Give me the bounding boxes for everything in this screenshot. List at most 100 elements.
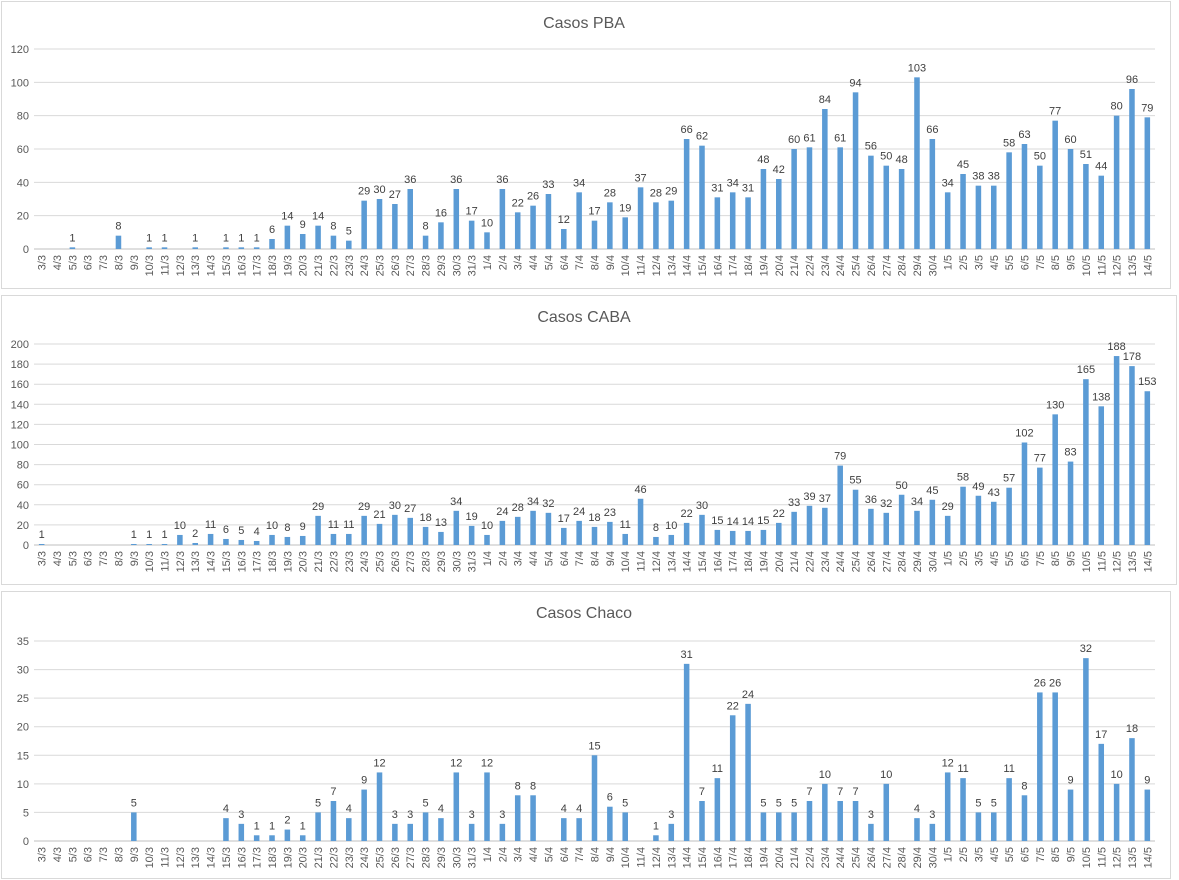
bar-6-4 (561, 818, 567, 841)
x-tick-label: 30/4 (927, 847, 939, 868)
bar-30-4 (929, 139, 936, 249)
bar-5-4 (545, 512, 552, 545)
bar-19-3 (284, 225, 291, 249)
x-tick-label: 7/3 (98, 551, 110, 566)
bar-12-4 (653, 536, 659, 545)
x-tick-label: 12/4 (651, 255, 663, 276)
x-tick-label: 2/4 (497, 255, 509, 270)
x-tick-label: 16/3 (236, 255, 248, 276)
x-tick-label: 29/4 (912, 847, 924, 868)
data-label: 36 (404, 174, 416, 186)
bar-21-4 (791, 812, 797, 841)
y-tick-label: 25 (17, 693, 29, 705)
x-tick-label: 16/4 (712, 847, 724, 868)
x-tick-label: 21/3 (313, 847, 325, 868)
x-tick-label: 11/5 (1096, 255, 1108, 276)
bar-20-3 (299, 535, 306, 545)
x-tick-label: 5/4 (543, 847, 555, 862)
bar-1-5 (944, 772, 951, 841)
data-label: 23 (604, 507, 616, 519)
bar-10-5 (1083, 379, 1089, 545)
x-tick-label: 14/4 (682, 255, 694, 276)
data-label: 30 (373, 184, 385, 196)
x-tick-label: 8/3 (113, 551, 125, 566)
x-tick-label: 14/4 (682, 551, 694, 572)
data-label: 1 (254, 820, 260, 832)
x-tick-label: 24/4 (835, 551, 847, 572)
x-tick-label: 29/3 (436, 847, 448, 868)
data-label: 77 (1034, 453, 1046, 465)
bar-25-4 (852, 801, 859, 841)
data-label: 31 (681, 649, 693, 661)
data-label: 11 (712, 763, 723, 775)
y-tick-label: 10 (17, 779, 29, 791)
bar-30-3 (453, 772, 460, 841)
data-label: 24 (742, 689, 754, 701)
chart-title: Casos PBA (543, 15, 625, 32)
bar-5-5 (1006, 487, 1012, 545)
data-label: 9 (300, 219, 306, 231)
x-tick-label: 27/3 (405, 847, 417, 868)
x-tick-label: 15/3 (221, 847, 233, 868)
data-label: 62 (696, 131, 708, 143)
data-label: 8 (284, 522, 290, 534)
data-label: 26 (527, 191, 539, 203)
bar-2-5 (960, 174, 966, 249)
data-label: 7 (852, 786, 858, 798)
x-tick-label: 23/3 (344, 255, 356, 276)
data-label: 5 (131, 797, 137, 809)
bar-6-5 (1021, 795, 1028, 841)
bar-11-5 (1098, 175, 1105, 249)
data-label: 50 (880, 151, 892, 163)
data-label: 58 (1003, 137, 1015, 149)
bar-16-3 (238, 247, 245, 249)
chart-caba: Casos CABA02040608010012014016018020013/… (1, 295, 1177, 585)
bar-28-3 (422, 526, 429, 545)
bar-29-4 (914, 77, 920, 249)
x-tick-label: 27/4 (881, 847, 893, 868)
bar-23-4 (822, 783, 828, 841)
bar-3-4 (514, 212, 521, 249)
bar-3-5 (975, 495, 982, 545)
data-label: 11 (205, 519, 216, 531)
bar-17-3 (253, 247, 260, 249)
x-tick-label: 7/5 (1035, 255, 1047, 270)
bar-1-5 (944, 192, 951, 249)
x-tick-label: 20/4 (774, 255, 786, 276)
bar-5-5 (1006, 152, 1012, 249)
x-tick-label: 12/3 (175, 847, 187, 868)
bar-20-3 (299, 234, 306, 249)
data-label: 34 (527, 496, 539, 508)
bar-11-3 (161, 247, 168, 249)
x-tick-label: 14/5 (1142, 551, 1154, 572)
x-tick-label: 22/3 (328, 551, 340, 572)
x-tick-label: 20/3 (298, 847, 310, 868)
data-label: 80 (1110, 101, 1122, 113)
data-label: 17 (558, 513, 570, 525)
x-tick-label: 28/4 (897, 551, 909, 572)
x-tick-label: 11/4 (636, 847, 648, 868)
bar-28-3 (422, 812, 429, 841)
data-label: 61 (834, 132, 846, 144)
x-tick-label: 24/4 (835, 847, 847, 868)
bar-18-4 (745, 530, 751, 545)
bar-8-3 (115, 235, 122, 249)
x-tick-label: 8/3 (113, 255, 125, 270)
x-tick-label: 3/5 (973, 255, 985, 270)
bar-23-3 (346, 240, 352, 249)
bar-9-5 (1067, 149, 1074, 249)
bar-26-3 (392, 514, 398, 545)
data-label: 29 (665, 186, 677, 198)
data-label: 10 (1110, 769, 1122, 781)
x-tick-label: 21/3 (313, 551, 325, 572)
bar-26-4 (868, 155, 874, 249)
x-tick-label: 1/4 (482, 847, 494, 862)
data-label: 10 (481, 520, 493, 532)
x-tick-label: 28/4 (897, 847, 909, 868)
x-tick-label: 3/4 (513, 551, 525, 566)
data-label: 8 (330, 221, 336, 233)
data-label: 27 (389, 189, 401, 201)
bar-4-5 (990, 812, 997, 841)
x-tick-label: 11/3 (160, 847, 172, 868)
data-label: 37 (819, 493, 831, 505)
